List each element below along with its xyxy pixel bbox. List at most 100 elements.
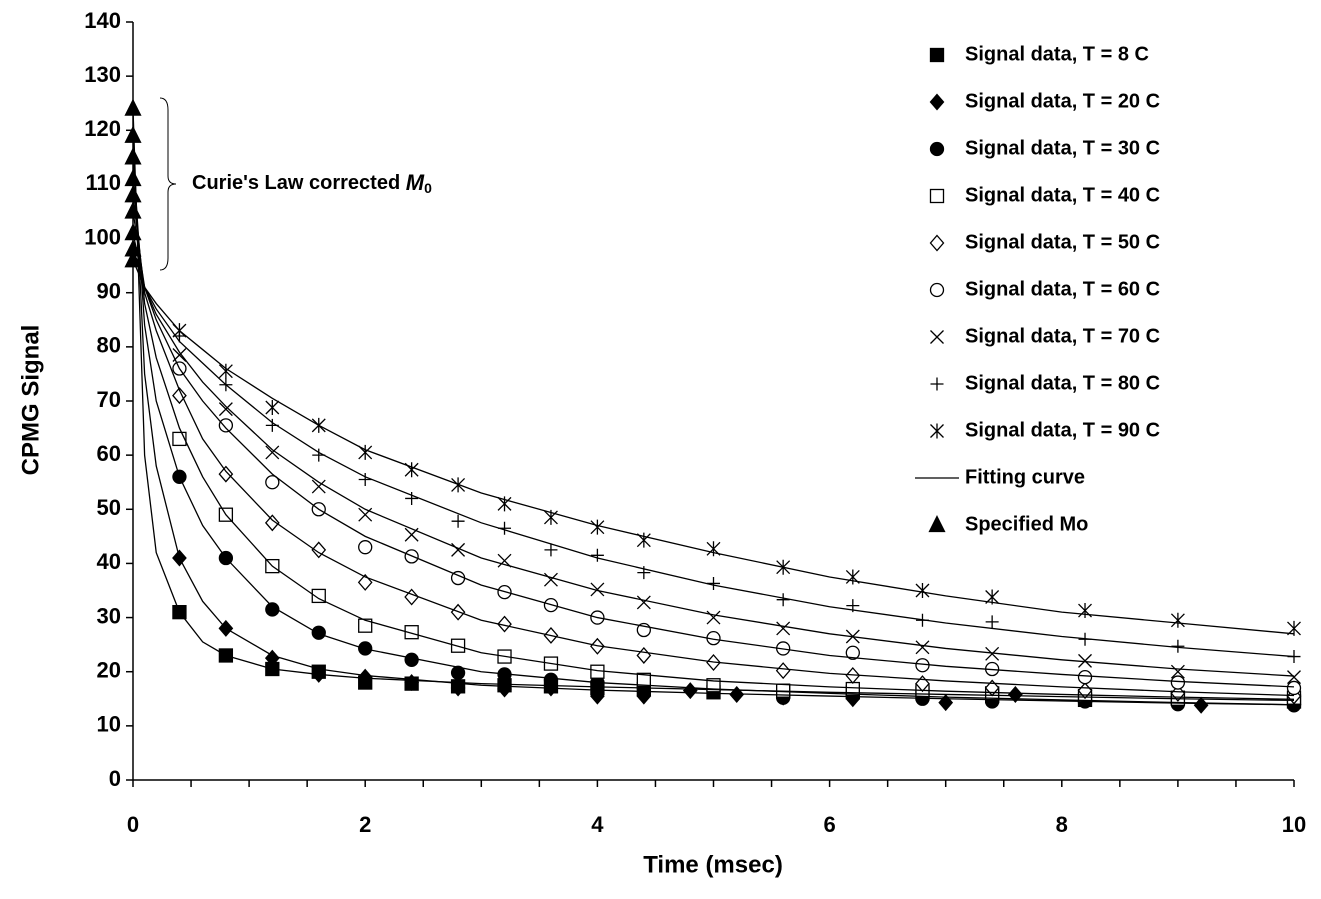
legend-label: Signal data, T = 8 C (965, 43, 1149, 65)
y-tick-label: 90 (97, 279, 121, 304)
data-point (218, 465, 234, 483)
data-point (218, 402, 233, 417)
data-point (265, 445, 280, 460)
data-point (265, 475, 280, 490)
data-point (124, 125, 142, 143)
data-point (1287, 670, 1301, 685)
data-point (543, 672, 559, 687)
data-point (264, 649, 280, 667)
legend-label: Signal data, T = 70 C (965, 325, 1160, 347)
legend-marker (929, 141, 945, 157)
legend-marker (930, 377, 944, 391)
data-point (358, 473, 372, 487)
y-axis-title: CPMG Signal (17, 325, 44, 476)
data-point (682, 682, 698, 700)
x-tick-label: 6 (823, 812, 835, 837)
data-point (544, 543, 558, 557)
legend-label: Signal data, T = 60 C (965, 278, 1160, 300)
data-point (1170, 612, 1185, 628)
data-point (915, 658, 930, 673)
data-point (590, 519, 605, 535)
legend-marker (929, 282, 945, 298)
data-point (544, 572, 558, 587)
data-point (590, 687, 605, 705)
data-point (264, 514, 280, 532)
legend-label: Signal data, T = 50 C (965, 231, 1160, 253)
data-point (1171, 639, 1185, 653)
data-point (404, 625, 419, 640)
y-tick-label: 50 (97, 495, 121, 520)
data-point (218, 418, 234, 433)
data-point (311, 479, 326, 494)
data-point (451, 514, 465, 528)
legend-marker (929, 234, 945, 252)
data-point (497, 615, 512, 633)
data-point (1170, 664, 1185, 679)
x-tick-label: 8 (1056, 812, 1068, 837)
data-point (776, 621, 791, 636)
data-point (124, 250, 142, 268)
data-point (985, 646, 1000, 661)
y-tick-label: 70 (97, 387, 121, 412)
data-point (124, 98, 142, 116)
x-tick-label: 0 (127, 812, 139, 837)
data-point (405, 491, 419, 505)
data-point (265, 399, 280, 415)
data-point (636, 595, 651, 610)
legend-label: Signal data, T = 40 C (965, 184, 1160, 206)
fit-curve (132, 211, 1295, 688)
data-point (706, 610, 721, 625)
legend-marker (929, 47, 945, 63)
data-point (358, 540, 373, 555)
legend-label: Fitting curve (965, 466, 1085, 488)
fit-curve (132, 108, 1295, 702)
fit-curve (132, 178, 1295, 700)
y-tick-label: 20 (97, 658, 121, 683)
data-point (636, 672, 651, 687)
legend-label: Signal data, T = 90 C (965, 419, 1160, 441)
y-tick-label: 130 (84, 62, 121, 87)
data-point (590, 548, 604, 562)
data-point (845, 645, 860, 660)
x-tick-label: 10 (1282, 812, 1306, 837)
y-tick-label: 110 (86, 170, 122, 195)
annotation-symbol: M (406, 170, 425, 195)
x-tick-label: 4 (591, 812, 604, 837)
legend-marker (930, 423, 944, 439)
legend-marker (928, 515, 946, 533)
y-tick-label: 140 (84, 8, 121, 33)
y-tick-label: 10 (97, 712, 121, 737)
fit-curve (132, 135, 1295, 706)
data-point (265, 602, 280, 617)
data-point (124, 169, 142, 187)
x-axis-title: Time (msec) (643, 851, 783, 878)
fit-curve (132, 259, 1295, 635)
data-point (124, 185, 142, 203)
data-point (590, 664, 605, 679)
data-point (124, 201, 142, 219)
data-point (775, 662, 791, 680)
y-tick-label: 40 (97, 549, 121, 574)
annotation: Curie's Law corrected M0 (192, 170, 432, 196)
fit-curve (132, 249, 1295, 658)
y-tick-label: 30 (97, 603, 121, 628)
data-point (1078, 603, 1092, 619)
legend-label: Specified Mo (965, 513, 1088, 535)
legend-marker (929, 188, 945, 204)
x-tick-label: 2 (359, 812, 371, 837)
data-point (915, 583, 930, 598)
data-point (915, 640, 930, 655)
legend-label: Signal data, T = 30 C (965, 137, 1160, 159)
data-point (845, 569, 860, 585)
data-point (451, 542, 466, 557)
data-point (358, 507, 373, 522)
data-point (404, 652, 419, 667)
data-point (985, 615, 999, 629)
data-point (450, 665, 466, 680)
data-point (1078, 653, 1092, 668)
data-point (311, 625, 326, 640)
data-point (1170, 675, 1186, 690)
data-point (124, 147, 142, 165)
annotation-text: Curie's Law corrected (192, 172, 400, 194)
